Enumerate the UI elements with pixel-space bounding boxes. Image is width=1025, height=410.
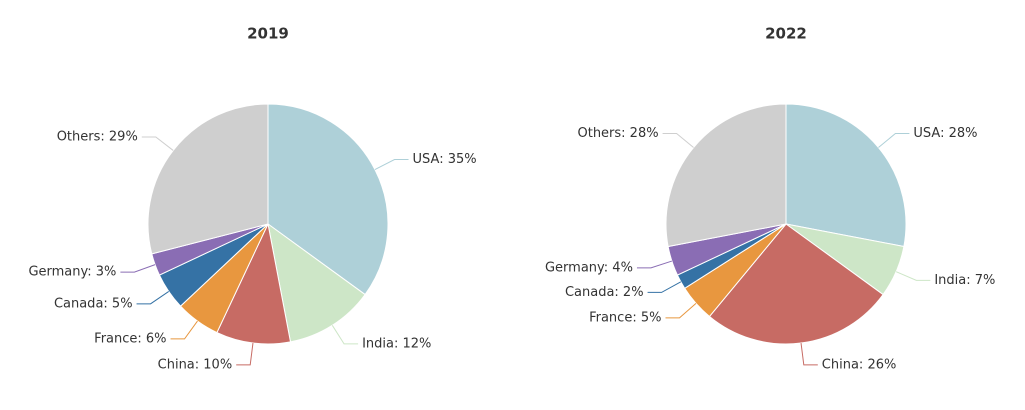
leader-line: [141, 136, 174, 151]
data-label: France: 6%: [94, 331, 166, 346]
leader-line: [665, 302, 697, 319]
data-label: China: 10%: [158, 357, 233, 372]
data-label: Germany: 3%: [28, 265, 116, 280]
leader-line: [236, 342, 254, 366]
chart-title: 2022: [765, 25, 807, 43]
data-label: India: 12%: [362, 336, 431, 351]
data-label: USA: 35%: [413, 152, 477, 167]
data-label: Others: 28%: [577, 126, 658, 141]
leader-line: [647, 281, 682, 293]
leader-line: [878, 132, 910, 148]
pie-slice: [216, 222, 292, 345]
leader-line: [331, 325, 359, 345]
data-label: USA: 28%: [913, 126, 977, 141]
leader-line: [120, 264, 156, 273]
leader-line: [170, 320, 198, 340]
data-label: Others: 29%: [57, 129, 138, 144]
leader-line: [662, 132, 694, 148]
data-label: France: 5%: [589, 310, 661, 325]
pie-slice: [267, 103, 389, 296]
data-label: Canada: 5%: [54, 296, 133, 311]
pie-slice: [267, 222, 366, 343]
leader-line: [895, 271, 931, 281]
leader-line: [800, 342, 818, 366]
data-label: India: 7%: [934, 273, 995, 288]
pie-slice: [785, 103, 907, 248]
leader-line: [374, 159, 409, 170]
chart-title: 2019: [247, 25, 289, 43]
pie-slice: [665, 103, 787, 248]
data-label: China: 26%: [822, 357, 897, 372]
leader-line: [136, 291, 170, 305]
leader-line: [636, 260, 673, 269]
data-label: Canada: 2%: [565, 285, 644, 300]
data-label: Germany: 4%: [545, 260, 633, 275]
